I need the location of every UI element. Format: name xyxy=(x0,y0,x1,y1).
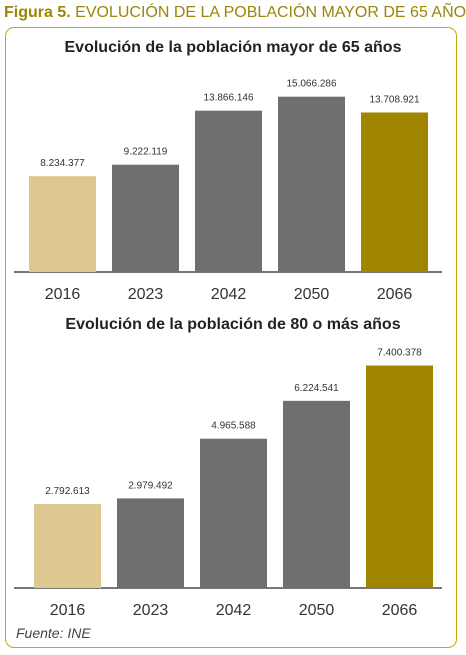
bar-value-label: 15.066.286 xyxy=(286,79,336,90)
x-tick-label: 2042 xyxy=(211,286,247,303)
bar xyxy=(278,96,345,272)
bar xyxy=(112,164,179,272)
source-note: Fuente: INE xyxy=(16,625,91,641)
bar-value-label: 2.792.613 xyxy=(45,486,90,497)
x-tick-label: 2023 xyxy=(128,286,164,303)
bar xyxy=(366,365,433,588)
bar-value-label: 6.224.541 xyxy=(294,383,339,394)
figure-title: EVOLUCIÓN DE LA POBLACIÓN MAYOR DE 65 AÑ… xyxy=(75,4,466,21)
bar-chart-80: 2.792.613 2016 2.979.492 2023 4.965.588 2042 6… xyxy=(14,347,442,619)
bar-value-label: 13.866.146 xyxy=(203,93,253,104)
bar xyxy=(117,498,184,588)
figure-number: Figura 5. xyxy=(4,4,71,21)
bar xyxy=(361,112,428,272)
x-tick-label: 2050 xyxy=(299,602,335,619)
x-tick-label: 2042 xyxy=(216,602,252,619)
x-tick-label: 2050 xyxy=(294,286,330,303)
x-tick-label: 2016 xyxy=(45,286,81,303)
bar xyxy=(200,438,267,588)
bar-value-label: 4.965.588 xyxy=(211,421,256,432)
bar-chart-65: 8.234.377 2016 9.222.119 2023 13.866.146 2042… xyxy=(14,79,442,303)
bar xyxy=(283,400,350,588)
x-tick-label: 2066 xyxy=(382,602,418,619)
x-tick-label: 2066 xyxy=(377,286,413,303)
bar-value-label: 7.400.378 xyxy=(377,347,422,358)
bar xyxy=(195,110,262,272)
x-tick-label: 2016 xyxy=(50,602,86,619)
x-tick-label: 2023 xyxy=(133,602,169,619)
bar xyxy=(29,176,96,272)
chart-title-80: Evolución de la población de 80 o más añ… xyxy=(65,316,401,333)
bar-value-label: 2.979.492 xyxy=(128,480,173,491)
bar-value-label: 9.222.119 xyxy=(124,147,168,158)
chart-title-65: Evolución de la población mayor de 65 añ… xyxy=(64,39,402,56)
bar-value-label: 13.708.921 xyxy=(369,94,419,105)
bar xyxy=(34,504,101,588)
figure-caption: Figura 5. EVOLUCIÓN DE LA POBLACIÓN MAYO… xyxy=(4,4,466,22)
bar-value-label: 8.234.377 xyxy=(40,158,85,169)
